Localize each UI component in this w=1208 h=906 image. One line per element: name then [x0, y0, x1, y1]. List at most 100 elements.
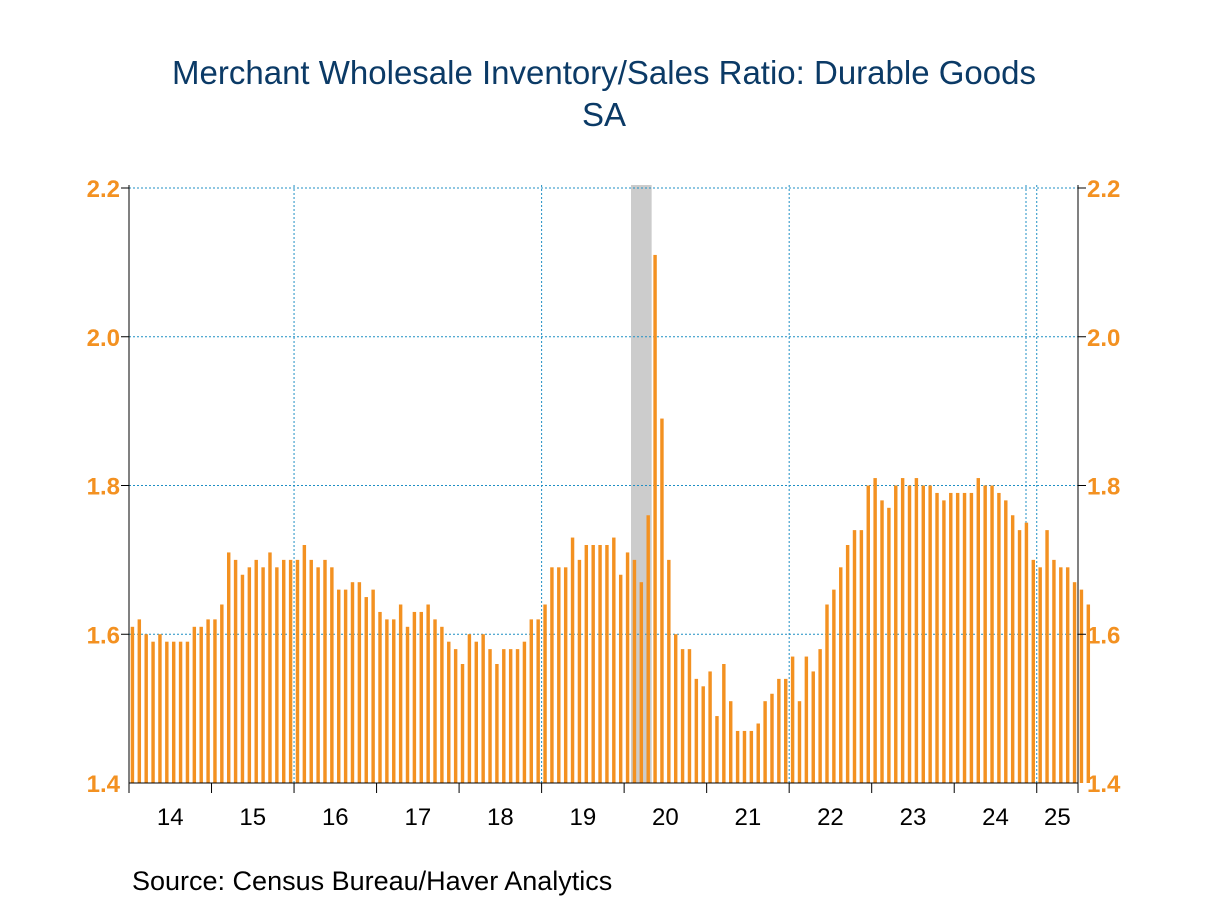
bar	[467, 634, 472, 783]
y-tick-label-right: 1.4	[1087, 771, 1121, 798]
bar	[1065, 567, 1070, 783]
bar	[1059, 567, 1063, 783]
bar	[330, 567, 334, 783]
bar	[921, 485, 925, 783]
x-tick-label: 20	[652, 804, 679, 831]
bar	[694, 678, 699, 783]
bar	[722, 664, 726, 783]
bar	[240, 574, 245, 783]
x-tick-label: 16	[322, 804, 349, 831]
bar	[983, 485, 987, 783]
bar	[453, 649, 458, 783]
x-tick-label: 19	[570, 804, 597, 831]
bar	[536, 619, 540, 783]
y-tick-label-left: 2.0	[87, 325, 120, 352]
bar	[845, 545, 850, 783]
bar	[522, 641, 527, 783]
bar	[976, 478, 981, 783]
chart-subtitle: SA	[581, 96, 627, 133]
bar	[598, 545, 602, 783]
bar	[811, 671, 815, 783]
bar	[742, 730, 747, 783]
bar	[364, 597, 368, 783]
bar	[1038, 567, 1042, 783]
bar	[605, 545, 609, 783]
bar	[268, 552, 272, 783]
bar	[419, 611, 423, 783]
bar	[474, 641, 478, 783]
bar	[460, 664, 465, 783]
bar	[288, 559, 293, 783]
bar	[371, 589, 375, 783]
bar	[1052, 559, 1056, 783]
bar	[130, 626, 135, 783]
bar	[398, 604, 403, 783]
bar	[577, 559, 582, 783]
bar	[412, 611, 417, 783]
bar	[543, 604, 547, 783]
bar	[213, 619, 217, 783]
bar	[667, 559, 671, 783]
bar	[969, 492, 974, 783]
bar	[708, 671, 712, 783]
bar	[1010, 515, 1015, 783]
bar	[729, 701, 733, 783]
y-tick-label-right: 1.8	[1087, 474, 1120, 501]
bar	[220, 604, 224, 783]
bar	[797, 701, 802, 783]
bar	[165, 641, 169, 783]
bar	[887, 507, 891, 783]
bar	[839, 567, 843, 783]
bar	[749, 730, 754, 783]
bar	[584, 545, 589, 783]
bar	[563, 567, 568, 783]
bar	[777, 678, 781, 783]
bar	[632, 559, 637, 783]
bar	[639, 582, 644, 783]
bar	[687, 649, 692, 783]
x-tick-label: 17	[404, 804, 431, 831]
bar	[866, 485, 870, 783]
bar	[852, 530, 857, 783]
bar	[818, 649, 822, 783]
bar	[226, 552, 231, 783]
bars-layer	[130, 254, 1091, 783]
bar	[928, 485, 932, 783]
x-tick-label: 24	[982, 804, 1009, 831]
bar	[316, 567, 320, 783]
axis-layer	[121, 185, 1086, 793]
bar	[763, 701, 767, 783]
bar	[832, 589, 836, 783]
bar	[433, 619, 437, 783]
chart-title: Merchant Wholesale Inventory/Sales Ratio…	[172, 54, 1036, 91]
bar	[302, 545, 307, 783]
bar	[515, 649, 520, 783]
y-tick-label-left: 2.2	[87, 176, 120, 203]
bar	[570, 537, 575, 783]
source-note: Source: Census Bureau/Haver Analytics	[132, 866, 613, 896]
y-tick-label-right: 2.0	[1087, 325, 1120, 352]
bar	[735, 730, 740, 783]
bar	[680, 649, 685, 783]
bar	[206, 619, 210, 783]
bar	[254, 559, 258, 783]
x-tick-label: 15	[239, 804, 266, 831]
bar	[660, 418, 664, 783]
x-tick-label: 25	[1044, 804, 1071, 831]
bar	[495, 664, 499, 783]
bar	[508, 649, 513, 783]
bar	[557, 567, 561, 783]
bar	[1045, 530, 1049, 783]
bar	[233, 559, 238, 783]
bar	[673, 634, 678, 783]
bar	[770, 693, 774, 783]
bar	[1024, 522, 1029, 783]
x-tick-label: 21	[735, 804, 762, 831]
bar	[550, 567, 554, 783]
bar	[1004, 500, 1008, 783]
bar	[591, 545, 595, 783]
bar	[337, 589, 341, 783]
bar	[880, 500, 884, 783]
bar	[935, 492, 939, 783]
x-tick-label: 23	[900, 804, 927, 831]
